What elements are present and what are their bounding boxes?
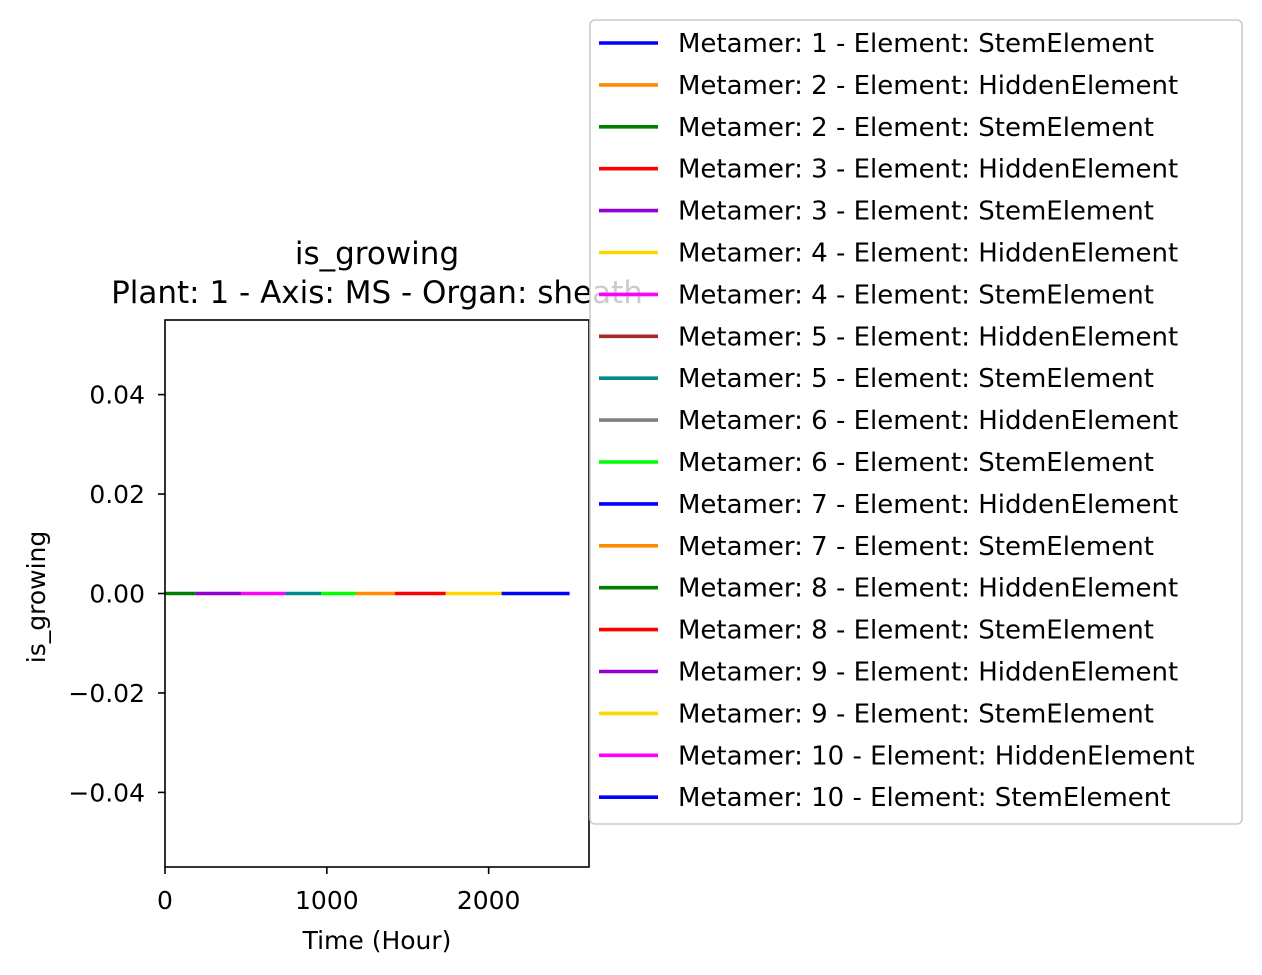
legend-label: Metamer: 5 - Element: HiddenElement bbox=[678, 322, 1178, 352]
plot-area bbox=[164, 319, 590, 868]
legend-frame bbox=[589, 19, 1243, 825]
chart-subtitle: Plant: 1 - Axis: MS - Organ: sheath bbox=[111, 275, 643, 311]
y-tick-label: −0.02 bbox=[68, 679, 145, 708]
y-axis: 0.04 0.02 0.00 −0.02 −0.04 bbox=[68, 381, 165, 807]
y-axis-label: is_growing bbox=[22, 531, 51, 663]
legend-label: Metamer: 8 - Element: StemElement bbox=[678, 616, 1154, 646]
legend-label: Metamer: 6 - Element: HiddenElement bbox=[678, 406, 1178, 436]
legend-label: Metamer: 4 - Element: StemElement bbox=[678, 280, 1154, 310]
legend-label: Metamer: 3 - Element: HiddenElement bbox=[678, 155, 1178, 185]
legend-label: Metamer: 4 - Element: HiddenElement bbox=[678, 239, 1178, 269]
legend: Metamer: 1 - Element: StemElement Metamer… bbox=[589, 19, 1243, 825]
legend-label: Metamer: 9 - Element: StemElement bbox=[678, 699, 1154, 729]
y-tick-label: −0.04 bbox=[68, 778, 145, 807]
x-axis: 0 1000 2000 bbox=[157, 867, 520, 915]
legend-label: Metamer: 1 - Element: StemElement bbox=[678, 29, 1154, 59]
legend-label: Metamer: 2 - Element: HiddenElement bbox=[678, 71, 1178, 101]
legend-label: Metamer: 8 - Element: HiddenElement bbox=[678, 574, 1178, 604]
legend-label: Metamer: 7 - Element: HiddenElement bbox=[678, 490, 1178, 520]
legend-label: Metamer: 9 - Element: HiddenElement bbox=[678, 658, 1178, 688]
x-tick-label: 1000 bbox=[295, 886, 359, 915]
legend-label: Metamer: 5 - Element: StemElement bbox=[678, 364, 1154, 394]
x-tick-label: 2000 bbox=[457, 886, 521, 915]
chart-title: is_growing bbox=[295, 236, 459, 272]
legend-label: Metamer: 6 - Element: StemElement bbox=[678, 448, 1154, 478]
legend-label: Metamer: 10 - Element: HiddenElement bbox=[678, 741, 1195, 771]
y-tick-label: 0.04 bbox=[89, 381, 145, 410]
legend-label: Metamer: 3 - Element: StemElement bbox=[678, 197, 1154, 227]
x-tick-label: 0 bbox=[157, 886, 173, 915]
legend-label: Metamer: 2 - Element: StemElement bbox=[678, 113, 1154, 143]
legend-label: Metamer: 10 - Element: StemElement bbox=[678, 783, 1170, 813]
y-tick-label: 0.00 bbox=[89, 580, 145, 609]
x-axis-label: Time (Hour) bbox=[302, 926, 452, 955]
y-tick-label: 0.02 bbox=[89, 480, 145, 509]
legend-label: Metamer: 7 - Element: StemElement bbox=[678, 532, 1154, 562]
